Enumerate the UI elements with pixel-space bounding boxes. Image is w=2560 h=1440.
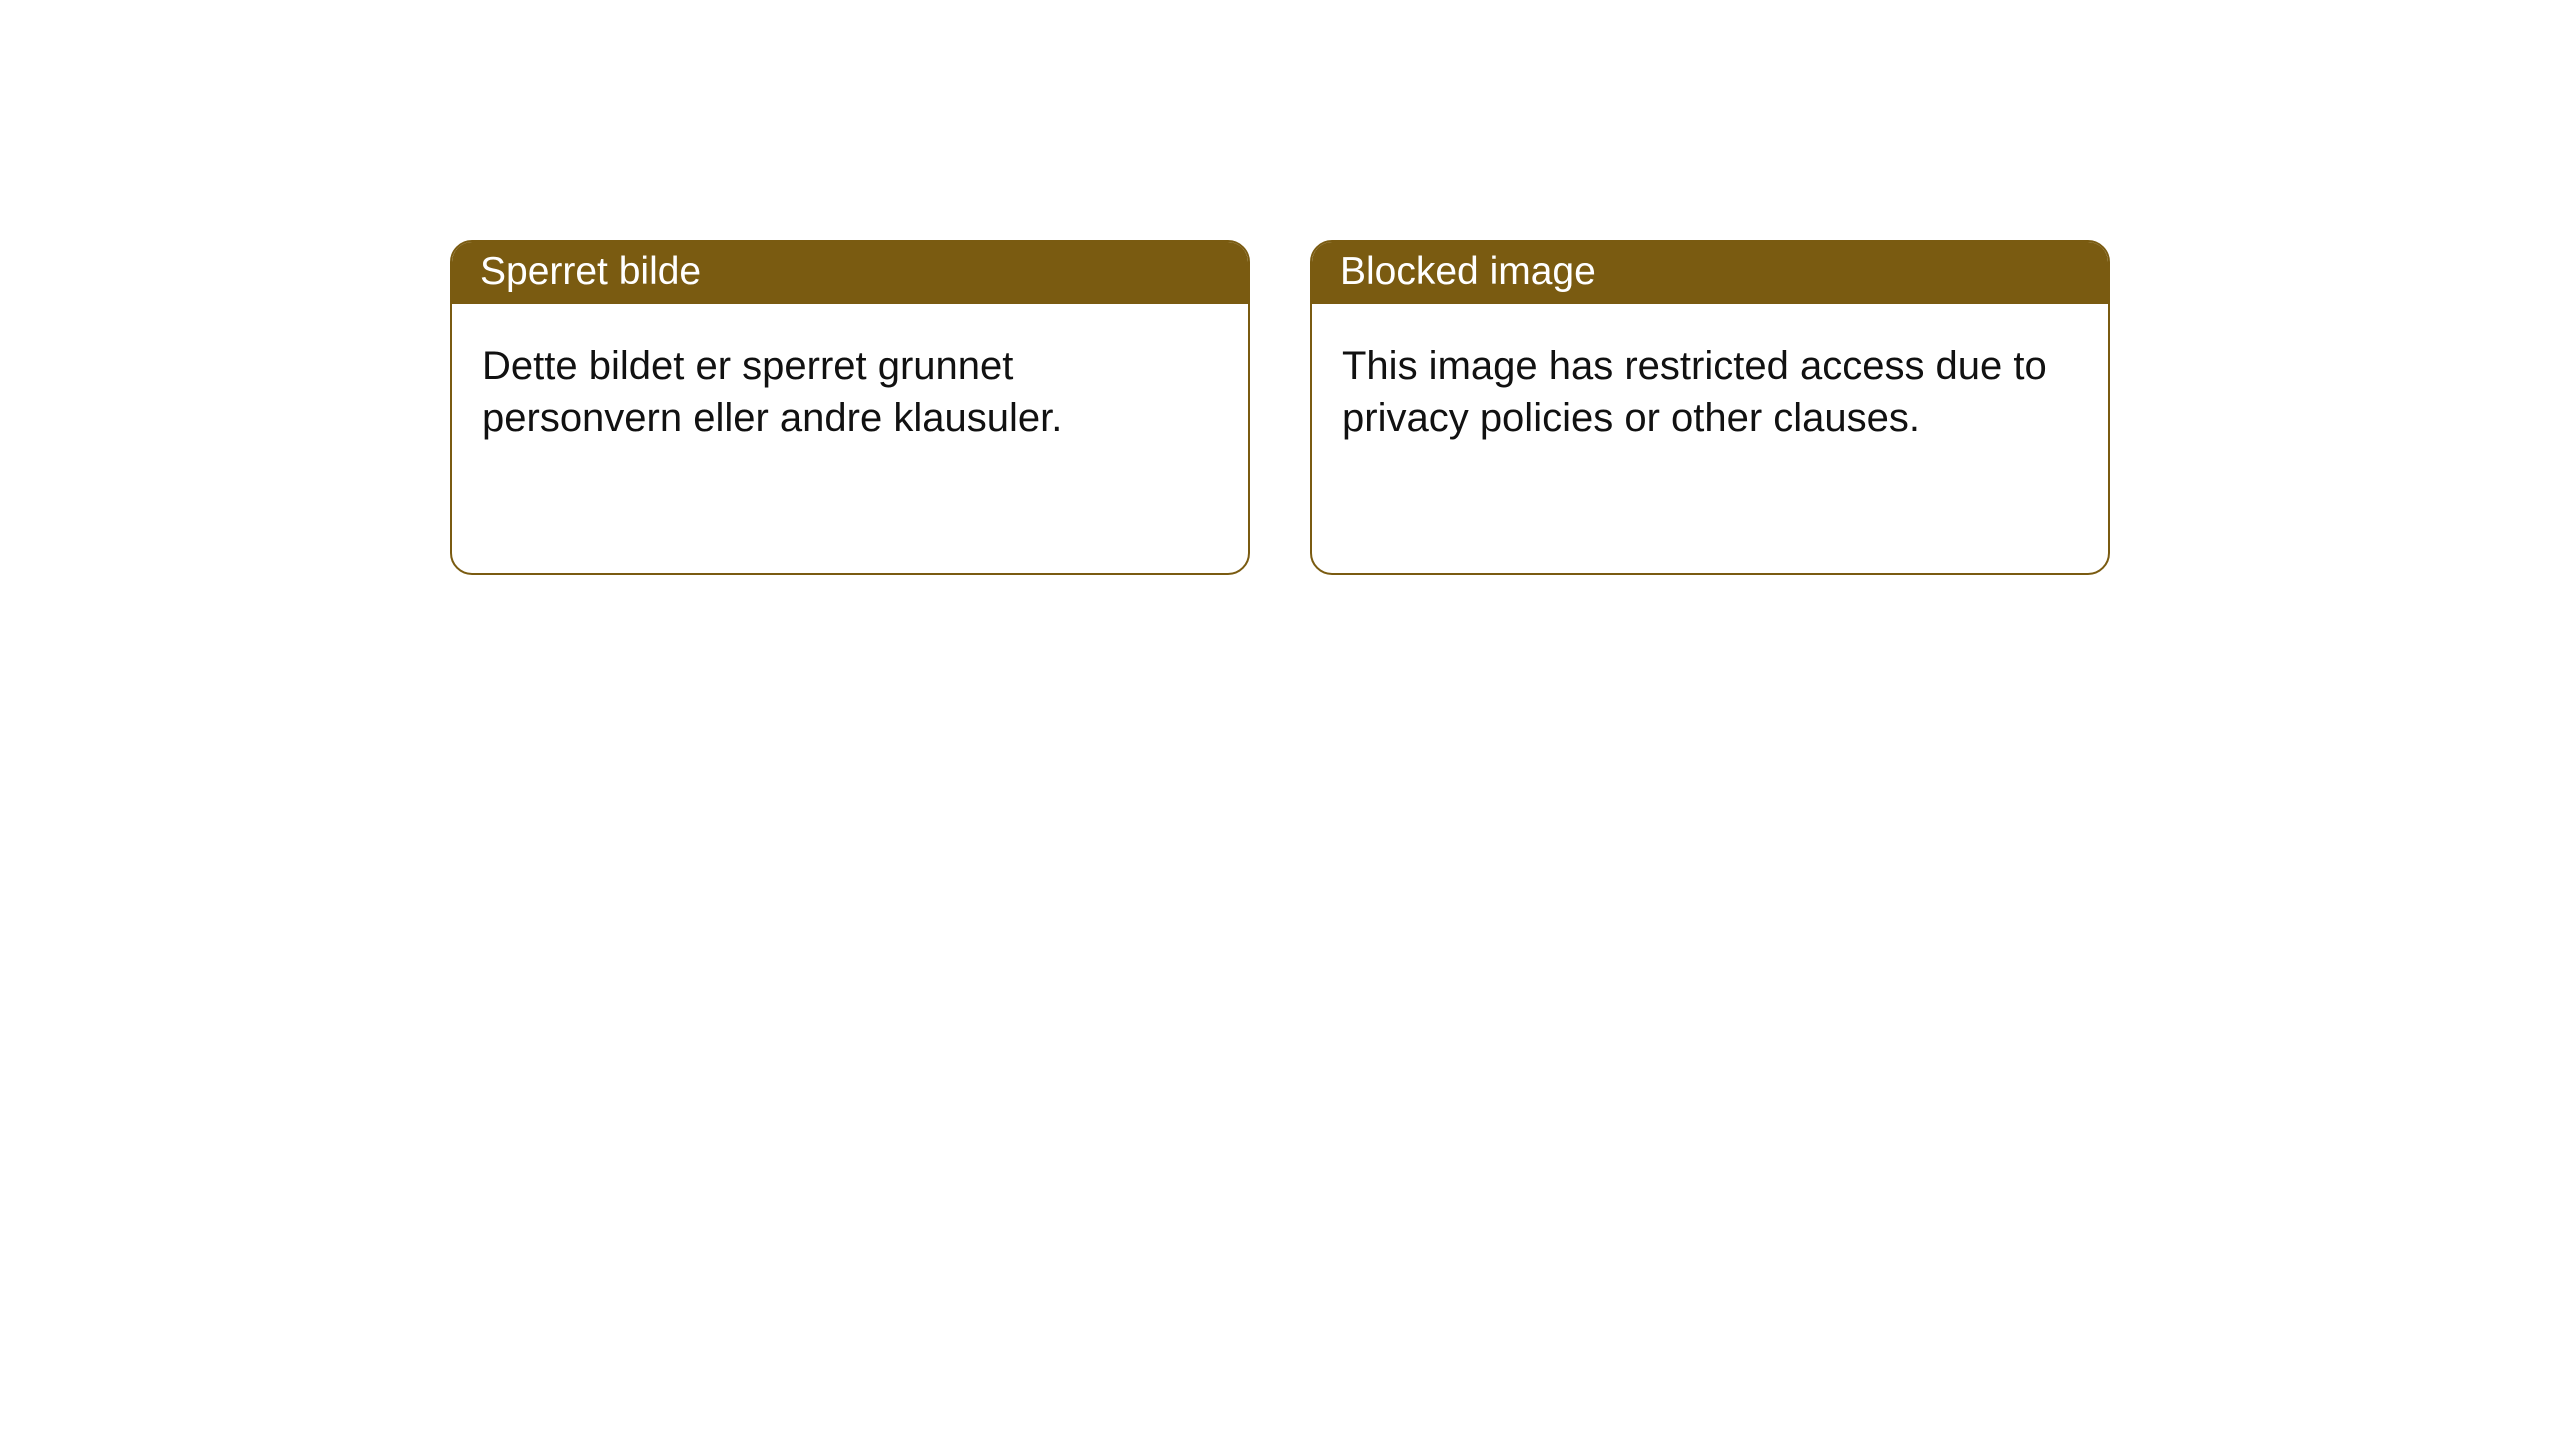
notice-card-no: Sperret bilde Dette bildet er sperret gr… — [450, 240, 1250, 575]
notice-card-no-header: Sperret bilde — [452, 242, 1248, 304]
notice-card-no-body: Dette bildet er sperret grunnet personve… — [452, 304, 1248, 474]
notice-card-no-title: Sperret bilde — [480, 250, 701, 293]
notice-card-en-title: Blocked image — [1340, 250, 1596, 293]
notice-card-en: Blocked image This image has restricted … — [1310, 240, 2110, 575]
notice-card-en-body: This image has restricted access due to … — [1312, 304, 2108, 474]
notice-container: Sperret bilde Dette bildet er sperret gr… — [0, 0, 2560, 575]
notice-card-no-text: Dette bildet er sperret grunnet personve… — [482, 344, 1062, 440]
notice-card-en-header: Blocked image — [1312, 242, 2108, 304]
notice-card-en-text: This image has restricted access due to … — [1342, 344, 2047, 440]
